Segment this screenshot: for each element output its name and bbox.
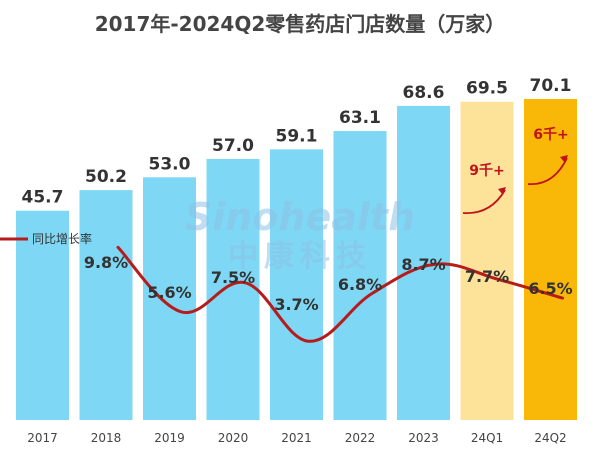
- bar-value-label: 45.7: [22, 188, 64, 208]
- growth-rate-label: 8.7%: [401, 255, 445, 274]
- bar-value-label: 53.0: [149, 154, 191, 174]
- bar-value-label: 57.0: [212, 136, 254, 156]
- growth-rate-label: 3.7%: [274, 295, 318, 314]
- bar-value-label: 70.1: [530, 76, 572, 96]
- bar-value-label: 69.5: [466, 79, 508, 99]
- watermark-en: Sinohealth: [185, 195, 415, 239]
- labels-layer: 45.7 2017 50.2 2018 53.0 2019 57.0 2020 59.1 2021…: [22, 76, 573, 445]
- bar-2021: [270, 149, 323, 420]
- bar-24Q1: [460, 101, 514, 421]
- growth-rate-label: 6.8%: [338, 275, 382, 294]
- bar-2017: [16, 210, 69, 420]
- bar-2019: [143, 177, 196, 420]
- bar-24Q2: [524, 99, 577, 420]
- growth-rate-label: 7.7%: [465, 267, 509, 286]
- bar-value-label: 68.6: [403, 83, 445, 103]
- x-tick-label: 2021: [281, 431, 312, 445]
- x-tick-label: 2018: [91, 431, 122, 445]
- growth-rate-label: 6.5%: [528, 279, 572, 298]
- watermark-cn: 中康科技: [228, 239, 372, 274]
- x-tick-label: 2023: [408, 431, 439, 445]
- bar-2018: [79, 190, 133, 420]
- watermark: Sinohealth 中康科技: [185, 195, 415, 274]
- legend-label: 同比增长率: [32, 231, 92, 246]
- x-tick-label: 2017: [27, 431, 58, 445]
- bar-2020: [206, 158, 260, 420]
- x-tick-label: 24Q1: [471, 431, 503, 445]
- bar-value-label: 50.2: [85, 167, 127, 187]
- annotation-arrowhead: [498, 187, 506, 195]
- bars-layer: [16, 99, 577, 421]
- annotation-label: 6千+: [533, 126, 568, 143]
- bar-2022: [333, 131, 387, 421]
- x-tick-label: 2019: [154, 431, 185, 445]
- x-tick-label: 2022: [345, 431, 376, 445]
- growth-line-layer: [116, 245, 564, 343]
- bar-value-label: 59.1: [276, 126, 318, 146]
- growth-rate-line: [116, 245, 564, 343]
- bar-value-label: 63.1: [339, 108, 381, 128]
- growth-rate-label: 5.6%: [147, 283, 191, 302]
- growth-rate-label: 9.8%: [84, 253, 128, 272]
- legend: 同比增长率: [0, 231, 92, 246]
- annotation-arrowhead: [560, 155, 568, 163]
- x-tick-label: 2020: [218, 431, 249, 445]
- annotation-label: 9千+: [469, 162, 504, 179]
- x-tick-label: 24Q2: [534, 431, 566, 445]
- growth-rate-label: 7.5%: [211, 268, 255, 287]
- chart-title: 2017年-2024Q2零售药店门店数量（万家）: [94, 12, 506, 36]
